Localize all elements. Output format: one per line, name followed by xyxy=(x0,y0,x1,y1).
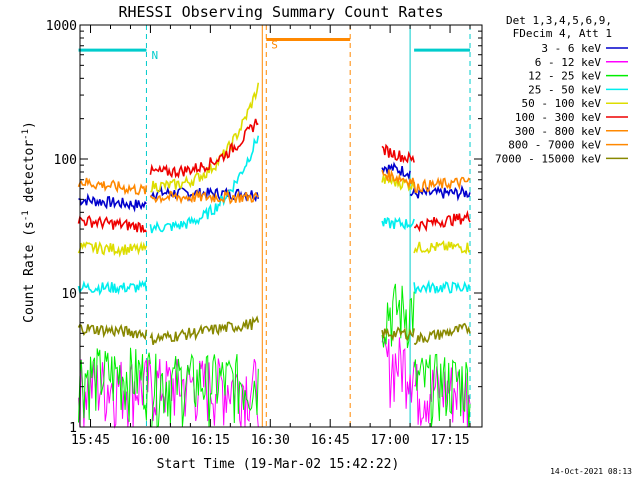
legend-label-7: 800 - 7000 keV xyxy=(508,139,601,152)
x-tick-label-2: 16:15 xyxy=(191,433,230,448)
legend-label-5: 100 - 300 keV xyxy=(515,111,601,124)
x-tick-label-4: 16:45 xyxy=(311,433,350,448)
y-axis-label-main: Count Rate (s xyxy=(22,221,37,323)
series-8-segment-0 xyxy=(77,323,148,341)
series-1-segment-1 xyxy=(381,335,415,409)
y-axis-label-end: ) xyxy=(22,121,37,129)
series-1-segment-0 xyxy=(78,358,259,429)
series-3-segment-1 xyxy=(149,135,260,234)
y-axis-label-sup1: -1 xyxy=(21,210,31,221)
legend-label-2: 12 - 25 keV xyxy=(528,70,601,83)
series-5-segment-3 xyxy=(413,209,471,233)
series-3-segment-3 xyxy=(413,279,471,294)
y-tick-label-3: 1000 xyxy=(46,19,77,34)
y-tick-label-1: 10 xyxy=(61,287,77,302)
series-6 xyxy=(77,169,471,205)
series-6-segment-1 xyxy=(149,188,259,205)
series-8-segment-2 xyxy=(381,326,415,342)
x-tick-label-5: 17:00 xyxy=(371,433,410,448)
series-4-segment-0 xyxy=(77,240,148,258)
series-5-segment-2 xyxy=(381,143,415,164)
y-tick-label-0: 1 xyxy=(69,421,77,436)
annotation-s: S xyxy=(271,38,278,51)
axes xyxy=(79,24,483,428)
legend-label-0: 3 - 6 keV xyxy=(541,42,601,55)
series-6-segment-3 xyxy=(413,176,471,194)
series-8-segment-3 xyxy=(413,322,471,346)
series-2 xyxy=(78,283,471,429)
x-tick-label-3: 16:30 xyxy=(251,433,290,448)
series-5 xyxy=(77,118,471,233)
legend-label-3: 25 - 50 keV xyxy=(528,83,601,96)
series-0-segment-2 xyxy=(381,161,411,181)
legend-label-4: 50 - 100 keV xyxy=(522,97,602,110)
y-axis-label-sup2: -1 xyxy=(21,129,31,140)
series-3-segment-0 xyxy=(77,279,148,296)
series-8-segment-1 xyxy=(149,315,260,346)
series-2-segment-2 xyxy=(381,283,415,349)
timestamp-stamp: 14-Oct-2021 08:13 xyxy=(550,467,632,476)
series-0-segment-0 xyxy=(78,192,147,213)
series-4-segment-3 xyxy=(413,240,471,255)
series-5-segment-0 xyxy=(77,214,147,233)
series-3-segment-2 xyxy=(381,216,415,231)
series-8 xyxy=(77,315,471,346)
series-6-segment-0 xyxy=(77,177,148,196)
series-2-segment-3 xyxy=(413,353,471,428)
series-2-segment-0 xyxy=(78,347,151,423)
legend-label-8: 7000 - 15000 keV xyxy=(495,152,601,165)
y-ticks: 1 10 100 1000 xyxy=(46,19,482,436)
x-tick-label-0: 15:45 xyxy=(71,433,110,448)
plot-area: NS xyxy=(77,25,471,429)
series-4-segment-1 xyxy=(150,82,260,193)
x-tick-label-6: 17:15 xyxy=(430,433,469,448)
annotation-n: N xyxy=(151,49,158,62)
x-axis-label: Start Time (19-Mar-02 15:42:22) xyxy=(157,457,400,472)
legend-label-1: 6 - 12 keV xyxy=(535,56,602,69)
series-5-segment-1 xyxy=(149,118,259,179)
x-ticks: 15:45 16:00 16:15 16:30 16:45 17:00 17:15 xyxy=(71,25,471,448)
x-tick-label-1: 16:00 xyxy=(131,433,170,448)
legend: Det 1,3,4,5,6,9, FDecim 4, Att 1 3 - 6 k… xyxy=(495,14,628,165)
y-axis-label-mid: detector xyxy=(22,140,37,211)
legend-label-6: 300 - 800 keV xyxy=(515,125,601,138)
plot-frame xyxy=(79,24,483,428)
legend-header-1: Det 1,3,4,5,6,9, xyxy=(506,14,612,27)
y-axis-label: Count Rate (s-1 detector-1) xyxy=(21,121,37,323)
series-2-segment-1 xyxy=(150,353,259,429)
chart-title: RHESSI Observing Summary Count Rates xyxy=(118,3,443,21)
series-3 xyxy=(77,135,471,296)
series-6-segment-2 xyxy=(381,169,415,189)
legend-header-2: FDecim 4, Att 1 xyxy=(513,27,612,40)
y-tick-label-2: 100 xyxy=(54,153,77,168)
